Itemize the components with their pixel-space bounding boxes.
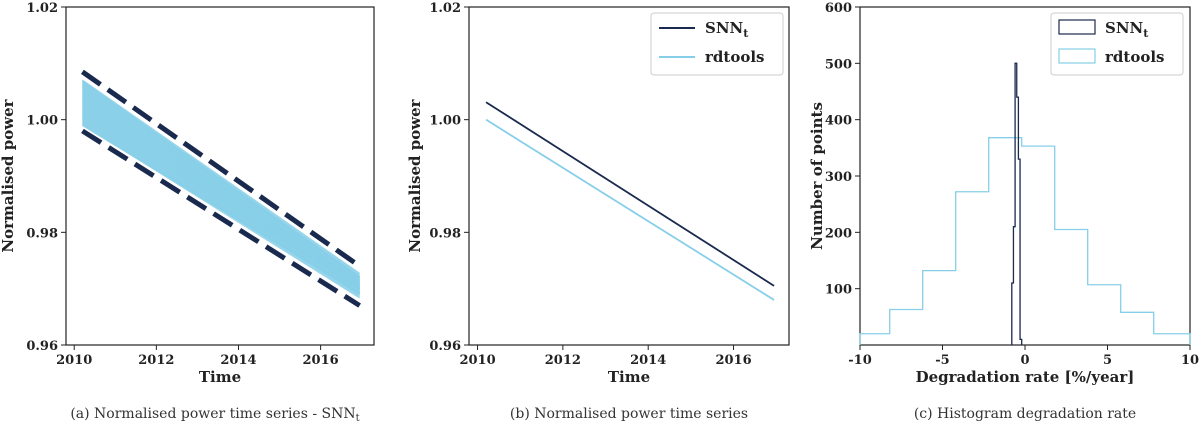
band-line	[81, 87, 361, 281]
legend-snn-name: SNN	[705, 19, 744, 37]
caption-b: (b) Normalised power time series	[510, 406, 748, 422]
panel-c: -10 -5 0 5 10 100 200 300 400 500 600 SNNt rdtool…	[808, 1, 1199, 422]
y-tick-label: 400	[825, 114, 852, 129]
plot-frame-b	[468, 6, 790, 346]
band-line	[81, 113, 361, 293]
legend-b: SNNt rdtools	[650, 12, 784, 76]
band-line	[81, 111, 361, 292]
y-ticks-a: 0.96 0.98 1.00 1.02	[26, 1, 66, 354]
x-tick-label: 0	[1020, 353, 1029, 368]
x-tick-label: 2014	[220, 353, 256, 368]
bound-lines-a	[80, 69, 362, 308]
x-tick-label: 2012	[545, 353, 581, 368]
y-axis-label-c: Number of points	[808, 102, 826, 250]
legend-label-snn: SNNt	[705, 19, 749, 40]
y-tick-label: 500	[825, 57, 852, 72]
band-line	[82, 123, 361, 299]
x-tick-label: 2016	[303, 353, 339, 368]
y-axis-label-b: Normalised power	[406, 98, 424, 252]
y-axis-label-a: Normalised power	[0, 98, 17, 252]
series-line-snn	[485, 101, 775, 287]
caption-a-sub: t	[356, 413, 360, 424]
band-line	[81, 80, 361, 278]
x-axis-label-c: Degradation rate [%/year]	[916, 368, 1135, 386]
band-line	[81, 89, 361, 283]
x-tick-label: 2010	[459, 353, 495, 368]
x-tick-label: 5	[1103, 353, 1112, 368]
legend-snn-c-name: SNN	[1105, 19, 1144, 37]
y-tick-label: 1.02	[429, 1, 461, 16]
y-tick-label: 300	[825, 170, 852, 185]
y-ticks-c: 100 200 300 400 500 600	[825, 1, 860, 298]
legend-snn-c-sub: t	[1143, 27, 1149, 40]
legend-label-rdtools: rdtools	[705, 48, 764, 66]
y-tick-label: 0.98	[26, 226, 58, 241]
histogram-snn	[1011, 62, 1023, 345]
x-ticks-b: 2010 2012 2014 2016	[459, 345, 752, 368]
y-tick-label: 600	[825, 1, 852, 16]
series-band-a	[81, 79, 361, 299]
x-tick-label: 2016	[715, 353, 751, 368]
y-tick-label: 0.96	[429, 339, 461, 354]
legend-label-snn-c: SNNt	[1105, 19, 1149, 40]
y-tick-label: 100	[825, 283, 852, 298]
x-axis-label-b: Time	[608, 368, 650, 386]
caption-c: (c) Histogram degradation rate	[914, 406, 1136, 422]
legend-c: SNNt rdtools	[1050, 12, 1184, 76]
bound-line-lower	[81, 128, 361, 308]
x-ticks-a: 2010 2012 2014 2016	[56, 345, 339, 368]
x-tick-label: -10	[848, 353, 872, 368]
band-line	[82, 121, 361, 298]
x-tick-label: 2010	[56, 353, 92, 368]
caption-a: (a) Normalised power time series - SNNt	[70, 406, 359, 424]
plot-frame-a	[65, 6, 375, 346]
y-tick-label: 0.98	[429, 226, 461, 241]
legend-swatch-snn-c	[1058, 19, 1096, 35]
histograms-c	[859, 62, 1191, 345]
x-tick-label: 2014	[630, 353, 666, 368]
x-tick-label: -5	[935, 353, 949, 368]
band-line	[81, 85, 361, 279]
y-tick-label: 1.00	[26, 114, 58, 129]
panel-b: 2010 2012 2014 2016 0.96 0.98 1.00 1.02 SNNt r…	[406, 1, 790, 422]
series-lines-b	[485, 101, 775, 301]
legend-label-rdtools-c: rdtools	[1105, 48, 1164, 66]
y-tick-label: 1.02	[26, 1, 58, 16]
series-line-rdtools	[485, 118, 775, 301]
caption-a-main: (a) Normalised power time series - SNN	[70, 406, 355, 422]
y-tick-label: 1.00	[429, 114, 461, 129]
panel-a: 2010 2012 2014 2016 0.96 0.98 1.00 1.02 Time N…	[0, 1, 375, 424]
legend-box-c	[1050, 12, 1184, 76]
band-line	[81, 115, 361, 294]
y-ticks-b: 0.96 0.98 1.00 1.02	[429, 1, 469, 354]
bound-line-upper	[80, 69, 362, 269]
histogram-rdtools	[859, 137, 1191, 345]
x-axis-label-a: Time	[199, 368, 241, 386]
x-ticks-c: -10 -5 0 5 10	[848, 345, 1199, 368]
legend-snn-sub: t	[743, 27, 749, 40]
legend-swatch-rdtools-c	[1058, 48, 1096, 64]
x-tick-label: 10	[1181, 353, 1199, 368]
y-tick-label: 0.96	[26, 339, 58, 354]
y-tick-label: 200	[825, 226, 852, 241]
band-line	[81, 79, 361, 275]
x-tick-label: 2012	[138, 353, 174, 368]
